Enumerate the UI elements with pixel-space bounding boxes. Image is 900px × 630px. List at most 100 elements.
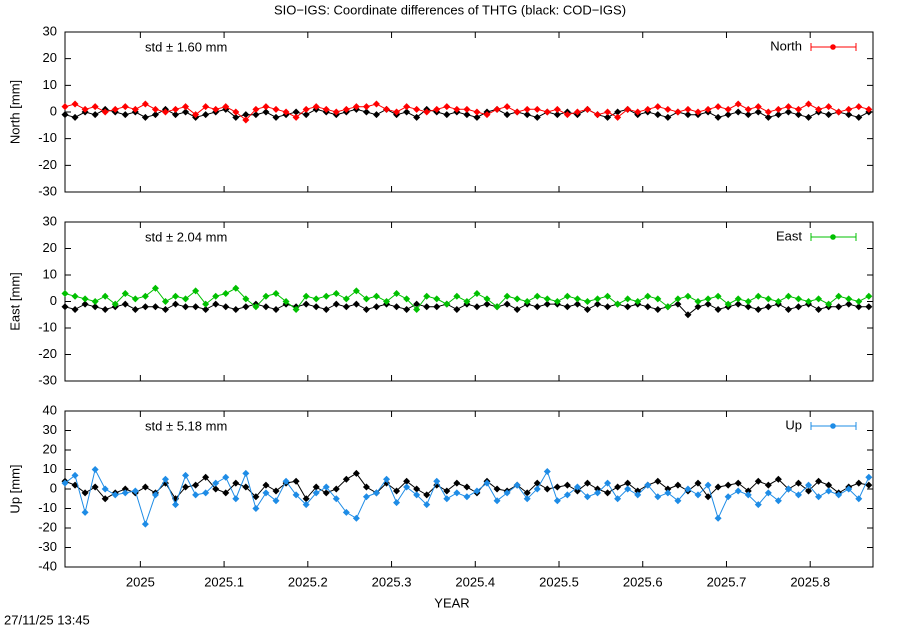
data-point bbox=[61, 303, 69, 311]
data-point bbox=[182, 103, 190, 111]
data-point bbox=[614, 108, 622, 116]
data-point bbox=[754, 292, 762, 300]
data-point bbox=[744, 491, 752, 499]
data-point bbox=[764, 108, 772, 116]
data-point bbox=[754, 477, 762, 485]
data-point bbox=[161, 475, 169, 483]
data-point bbox=[774, 475, 782, 483]
data-point bbox=[624, 479, 632, 487]
data-point bbox=[805, 481, 813, 489]
data-point bbox=[81, 300, 89, 308]
data-point bbox=[604, 292, 612, 300]
data-point bbox=[342, 295, 350, 303]
data-point bbox=[513, 305, 521, 313]
data-point bbox=[71, 100, 79, 108]
data-point bbox=[453, 479, 461, 487]
data-point bbox=[835, 303, 843, 311]
data-point bbox=[815, 477, 823, 485]
data-point bbox=[91, 103, 99, 111]
data-point bbox=[262, 292, 270, 300]
data-point bbox=[714, 113, 722, 121]
data-point bbox=[121, 103, 129, 111]
data-point bbox=[684, 292, 692, 300]
y-tick-label: 0 bbox=[50, 293, 57, 308]
data-point bbox=[342, 508, 350, 516]
data-point bbox=[774, 298, 782, 305]
data-point bbox=[192, 303, 200, 311]
data-point bbox=[855, 495, 863, 503]
data-point bbox=[443, 487, 451, 495]
data-point bbox=[121, 111, 129, 119]
y-tick-label: 20 bbox=[43, 441, 57, 456]
data-point bbox=[714, 103, 722, 111]
data-point bbox=[192, 111, 200, 119]
data-point bbox=[292, 477, 300, 485]
y-tick-label: -20 bbox=[38, 519, 57, 534]
data-point bbox=[91, 298, 99, 305]
data-point bbox=[503, 111, 511, 119]
legend-label: North bbox=[770, 38, 802, 53]
data-point bbox=[845, 105, 853, 113]
data-point bbox=[242, 469, 250, 477]
data-point bbox=[141, 483, 149, 491]
data-point bbox=[222, 290, 230, 298]
data-point bbox=[141, 113, 149, 121]
data-point bbox=[594, 111, 602, 119]
data-point bbox=[403, 295, 411, 303]
data-point bbox=[573, 300, 581, 308]
data-point bbox=[654, 493, 662, 501]
data-point bbox=[624, 295, 632, 303]
data-point bbox=[784, 103, 792, 111]
data-point bbox=[604, 479, 612, 487]
data-point bbox=[151, 491, 159, 499]
data-point bbox=[322, 292, 330, 300]
data-point bbox=[312, 483, 320, 491]
data-point bbox=[262, 103, 270, 111]
y-tick-label: -10 bbox=[38, 319, 57, 334]
data-point bbox=[704, 481, 712, 489]
data-point bbox=[553, 497, 561, 505]
data-point bbox=[714, 292, 722, 300]
data-point bbox=[473, 290, 481, 298]
data-point bbox=[563, 491, 571, 499]
data-point bbox=[483, 111, 491, 119]
data-point bbox=[815, 295, 823, 303]
data-point bbox=[513, 481, 521, 489]
data-point bbox=[242, 116, 250, 124]
data-point bbox=[222, 103, 230, 111]
data-point bbox=[634, 108, 642, 116]
data-point bbox=[212, 485, 220, 493]
data-point bbox=[322, 483, 330, 491]
data-point bbox=[473, 487, 481, 495]
data-point bbox=[443, 103, 451, 111]
data-point bbox=[362, 108, 370, 116]
data-point bbox=[835, 292, 843, 300]
data-point bbox=[644, 303, 652, 311]
data-point bbox=[694, 479, 702, 487]
data-point bbox=[664, 105, 672, 113]
data-point bbox=[503, 489, 511, 497]
data-point bbox=[674, 295, 682, 303]
data-point bbox=[664, 113, 672, 121]
data-point bbox=[172, 111, 180, 119]
data-point bbox=[332, 495, 340, 503]
data-point bbox=[483, 300, 491, 308]
y-tick-label: -10 bbox=[38, 130, 57, 145]
data-point bbox=[403, 103, 411, 111]
data-point bbox=[262, 481, 270, 489]
data-point bbox=[121, 290, 129, 298]
data-point bbox=[151, 111, 159, 119]
y-tick-label: 20 bbox=[43, 240, 57, 255]
data-point bbox=[855, 303, 863, 311]
data-point bbox=[583, 105, 591, 113]
data-point bbox=[81, 295, 89, 303]
data-point bbox=[413, 300, 421, 308]
data-point bbox=[583, 298, 591, 305]
data-point bbox=[865, 481, 873, 489]
y-tick-label: -30 bbox=[38, 183, 57, 198]
data-point bbox=[372, 111, 380, 119]
data-point bbox=[362, 493, 370, 501]
data-point bbox=[272, 487, 280, 495]
data-point bbox=[372, 303, 380, 311]
